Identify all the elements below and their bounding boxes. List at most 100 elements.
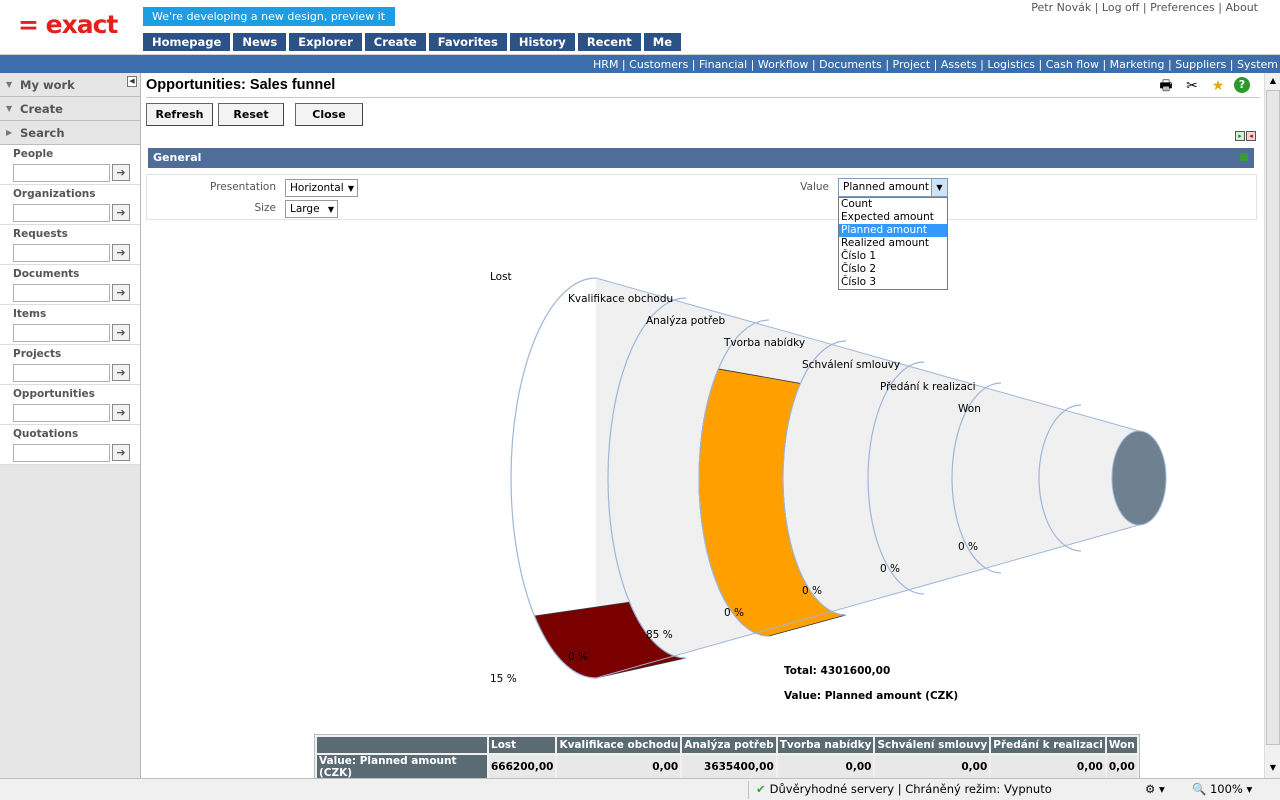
preferences-link[interactable]: Preferences	[1150, 1, 1215, 14]
module-links: HRM | Customers | Financial | Workflow |…	[593, 58, 1278, 71]
general-section-header[interactable]: General	[148, 148, 1254, 168]
module-suppliers[interactable]: Suppliers	[1175, 58, 1227, 71]
preview-banner[interactable]: We're developing a new design, preview i…	[143, 7, 395, 42]
percent-label: 85 %	[646, 629, 673, 641]
items-search-input[interactable]	[13, 324, 110, 342]
go-arrow-icon[interactable]: ➔	[112, 164, 130, 181]
people-search-input[interactable]	[13, 164, 110, 182]
tab-recent[interactable]: Recent	[577, 33, 641, 51]
user-name-link[interactable]: Petr Novák	[1031, 1, 1092, 14]
reset-button[interactable]: Reset	[218, 103, 284, 126]
tab-create[interactable]: Create	[364, 33, 426, 51]
exact-logo[interactable]: = exact	[18, 10, 118, 39]
option-planned-amount[interactable]: Planned amount	[839, 224, 947, 237]
search-section-organizations: Organizations ➔	[0, 185, 140, 225]
go-arrow-icon[interactable]: ➔	[112, 404, 130, 421]
search-section-quotations: Quotations ➔	[0, 425, 140, 465]
about-link[interactable]: About	[1225, 1, 1258, 14]
sidebar-my-work[interactable]: ▼ My work ◀	[0, 73, 140, 97]
layout-icons: ▸ ◂	[1235, 131, 1256, 141]
scroll-up-icon[interactable]: ▲	[1269, 76, 1277, 85]
module-cash-flow[interactable]: Cash flow	[1045, 58, 1099, 71]
go-arrow-icon[interactable]: ➔	[112, 244, 130, 261]
option-cislo-1[interactable]: Číslo 1	[841, 250, 877, 262]
module-hrm[interactable]: HRM	[593, 58, 619, 71]
tools-icon[interactable]: ✂	[1186, 78, 1198, 94]
organizations-search-input[interactable]	[13, 204, 110, 222]
projects-search-input[interactable]	[13, 364, 110, 382]
tab-homepage[interactable]: Homepage	[143, 33, 231, 51]
top-nav: Homepage News Explorer Create Favorites …	[143, 33, 682, 51]
module-marketing[interactable]: Marketing	[1109, 58, 1165, 71]
stage-label: Schválení smlouvy	[802, 359, 900, 371]
tab-favorites[interactable]: Favorites	[428, 33, 507, 51]
module-bar: HRM | Customers | Financial | Workflow |…	[0, 54, 1280, 73]
module-logistics[interactable]: Logistics	[987, 58, 1035, 71]
favorite-star-icon[interactable]: ★	[1211, 78, 1225, 94]
security-icon[interactable]: ⚙ ▾	[1145, 782, 1165, 796]
collapse-arrow-icon: ▼	[6, 80, 13, 89]
go-arrow-icon[interactable]: ➔	[112, 444, 130, 461]
documents-search-input[interactable]	[13, 284, 110, 302]
zoom-level[interactable]: 🔍 100% ▾	[1192, 782, 1253, 796]
module-system[interactable]: System	[1236, 58, 1278, 71]
go-arrow-icon[interactable]: ➔	[112, 324, 130, 341]
scroll-down-icon[interactable]: ▼	[1269, 763, 1277, 772]
status-bar: ✔ Důvěryhodné servery | Chráněný režim: V…	[0, 778, 1280, 800]
option-count[interactable]: Count	[841, 198, 873, 210]
section-toggle-icon[interactable]	[1240, 153, 1248, 161]
option-realized-amount[interactable]: Realized amount	[841, 237, 930, 249]
value-select[interactable]: Planned amount ▼	[838, 178, 948, 197]
module-assets[interactable]: Assets	[940, 58, 977, 71]
scroll-thumb[interactable]	[1266, 90, 1280, 745]
logoff-link[interactable]: Log off	[1101, 1, 1140, 14]
table-cell: 0,00	[991, 755, 1105, 779]
funnel-bottom-edge	[595, 524, 1140, 679]
stage-label: Tvorba nabídky	[723, 337, 805, 349]
module-documents[interactable]: Documents	[819, 58, 882, 71]
search-label: Requests	[13, 228, 68, 240]
size-select[interactable]: Large ▼	[285, 200, 338, 218]
option-expected-amount[interactable]: Expected amount	[841, 211, 934, 223]
option-cislo-3[interactable]: Číslo 3	[841, 276, 877, 288]
refresh-button[interactable]: Refresh	[146, 103, 213, 126]
print-icon[interactable]: 🖶	[1159, 78, 1173, 94]
tab-explorer[interactable]: Explorer	[289, 33, 362, 51]
tab-me[interactable]: Me	[643, 33, 682, 51]
go-arrow-icon[interactable]: ➔	[112, 364, 130, 381]
stage-label: Kvalifikace obchodu	[568, 293, 673, 305]
expand-arrow-icon: ▶	[6, 128, 13, 137]
module-customers[interactable]: Customers	[629, 58, 689, 71]
search-label: Projects	[13, 348, 62, 360]
requests-search-input[interactable]	[13, 244, 110, 262]
close-button[interactable]: Close	[295, 103, 363, 126]
tab-history[interactable]: History	[509, 33, 575, 51]
funnel-ring-3	[782, 340, 847, 616]
help-icon[interactable]: ?	[1234, 77, 1250, 93]
go-arrow-icon[interactable]: ➔	[112, 204, 130, 221]
chevron-down-icon[interactable]: ▼	[931, 179, 947, 196]
expand-icon[interactable]: ▸	[1235, 131, 1245, 141]
collapse-arrow-icon: ▼	[6, 104, 13, 113]
sidebar-create[interactable]: ▼ Create	[0, 97, 140, 121]
go-arrow-icon[interactable]: ➔	[112, 284, 130, 301]
collapse-sidebar-icon[interactable]: ◀	[127, 76, 137, 87]
collapse-icon[interactable]: ◂	[1246, 131, 1256, 141]
presentation-select[interactable]: Horizontal ▼	[285, 179, 358, 197]
vertical-scrollbar[interactable]: ▲ ▼	[1264, 73, 1280, 778]
module-financial[interactable]: Financial	[699, 58, 748, 71]
option-cislo-2[interactable]: Číslo 2	[841, 263, 877, 275]
value-dropdown-list: Count Expected amount Planned amount Rea…	[838, 197, 948, 290]
module-workflow[interactable]: Workflow	[757, 58, 809, 71]
sidebar-search[interactable]: ▶ Search	[0, 121, 140, 145]
funnel-top-edge	[595, 277, 1140, 432]
funnel-won-cap[interactable]	[1111, 430, 1167, 526]
search-label: Items	[13, 308, 47, 320]
quotations-search-input[interactable]	[13, 444, 110, 462]
presentation-value: Horizontal	[290, 182, 344, 194]
table-header: Lost	[489, 737, 556, 753]
opportunities-search-input[interactable]	[13, 404, 110, 422]
module-project[interactable]: Project	[892, 58, 931, 71]
general-label: General	[153, 151, 202, 164]
tab-news[interactable]: News	[233, 33, 287, 51]
